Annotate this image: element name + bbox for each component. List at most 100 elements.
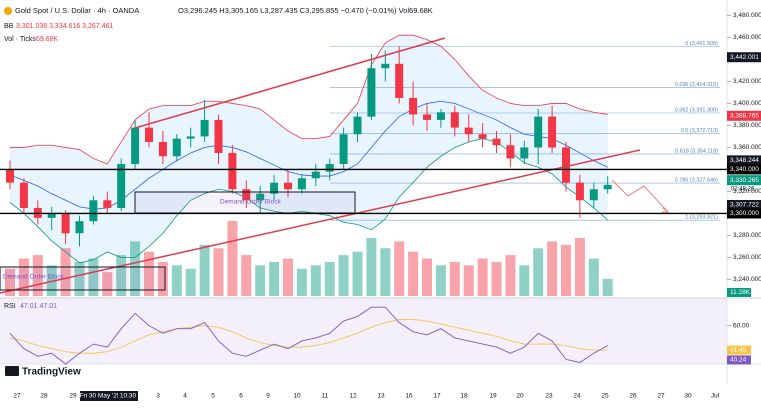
time-label: 19	[489, 393, 497, 400]
y-tick-label: 3,260.000	[733, 254, 761, 261]
volume-bar	[366, 238, 377, 296]
rsi-ma	[9, 319, 608, 354]
volume-bar	[269, 261, 280, 296]
price-tag	[727, 208, 761, 219]
price-marks	[6, 34, 612, 264]
candle-body	[506, 145, 515, 159]
candle-body	[381, 63, 390, 69]
price-tag-label: 3,340.000	[730, 166, 759, 173]
volume-bar	[296, 268, 307, 296]
candle-body	[450, 112, 459, 128]
candle-body	[270, 182, 279, 194]
projection-arrow	[611, 179, 669, 213]
price-tag-label: 3,300.000	[730, 210, 759, 217]
brand: TradingView	[22, 367, 81, 378]
volume-bar	[408, 251, 419, 296]
volume-bar	[435, 265, 446, 296]
volume-bar	[116, 255, 127, 296]
time-label: 27	[13, 393, 21, 400]
volume-bar	[519, 265, 530, 296]
time-label: 17	[433, 393, 441, 400]
volume-bar	[602, 278, 613, 296]
volume-bar	[32, 255, 43, 296]
rsi-line	[9, 306, 608, 365]
countdown: 02:48:26	[731, 187, 755, 193]
volume-bar	[199, 244, 210, 296]
annotation: Demand Order Block	[220, 199, 281, 206]
demand-block	[0, 266, 166, 291]
volume-bar	[338, 255, 349, 296]
candle-body	[603, 184, 612, 190]
candle-body	[339, 134, 348, 164]
candle-body	[19, 182, 28, 208]
volume-bar	[491, 261, 502, 296]
candle-body	[562, 147, 570, 183]
price-tag	[727, 155, 761, 166]
candle-body	[492, 138, 501, 146]
rsi-label: RSI	[4, 303, 16, 310]
candle-body	[464, 127, 473, 135]
symbol[interactable]: Gold Spot / U.S. Dollar · 4h · OANDA	[15, 6, 139, 15]
rsi-tag-label: 40.24	[730, 357, 747, 364]
volume-bar	[533, 248, 544, 296]
fib-label: 1 (3,293.921)	[685, 215, 718, 221]
volume-bar	[60, 248, 71, 296]
fib-label: 0.786 (3,327.646)	[675, 178, 719, 184]
volume-bar	[5, 268, 15, 296]
candle-body	[200, 119, 209, 137]
volume-bar	[422, 258, 432, 296]
candle-body	[575, 182, 584, 201]
symbol-icon	[4, 7, 12, 15]
candle-body	[89, 200, 98, 222]
rsi-tick-label: 60.00	[733, 322, 750, 329]
candle-body	[534, 116, 543, 148]
channel-upper	[134, 37, 446, 129]
vol-value: 69.68K	[36, 36, 59, 43]
brand-logo	[5, 366, 19, 376]
candle-body	[297, 178, 306, 190]
time-label: 24	[573, 393, 581, 400]
volume-bar	[255, 265, 266, 296]
time-highlight	[118, 391, 138, 401]
candle-body	[117, 163, 126, 208]
vol-label: Vol · Ticks	[4, 36, 36, 43]
volume-bar	[588, 258, 599, 296]
volume-bar	[505, 255, 516, 296]
volume-bar	[144, 251, 154, 296]
time-label: Jul	[711, 393, 720, 400]
volume-tag: 11.28K	[730, 289, 751, 296]
volume-bar	[324, 261, 335, 296]
y-tick-label: 3,240.000	[733, 276, 761, 283]
volume-bar	[227, 221, 238, 296]
volume-bar	[352, 251, 363, 296]
candle-body	[131, 127, 140, 164]
y-tick-label: 3,320.000	[733, 188, 761, 195]
time-label: 27	[657, 393, 665, 400]
candle-body	[367, 68, 376, 117]
price-tag	[727, 52, 761, 63]
time-label: 28	[40, 393, 48, 400]
candle-body	[186, 136, 195, 139]
bb-values: 3,301.038 3,334.616 3,267.461	[16, 23, 113, 30]
y-tick-label: 3,420.000	[733, 78, 761, 85]
candle-body	[6, 169, 14, 183]
time-label: 6	[239, 393, 243, 400]
volume-bar	[547, 241, 558, 296]
channel-lower	[0, 149, 641, 294]
fills	[5, 35, 720, 296]
fib-label: 0.5 (3,372.713)	[681, 128, 718, 134]
time-highlight	[80, 391, 120, 401]
candle-body	[103, 200, 112, 208]
candle-body	[284, 182, 292, 190]
time-label: 20	[516, 393, 524, 400]
candle-body	[172, 138, 181, 157]
time-label: 3	[156, 393, 160, 400]
time-label: Fri 30 May '25	[80, 393, 121, 400]
time-label: 30	[684, 393, 692, 400]
time-label: 9	[266, 393, 270, 400]
time-label: 10:30	[120, 393, 137, 400]
fib-label: 0.618 (3,354.118)	[675, 148, 718, 154]
volume-bar	[157, 261, 168, 296]
price-tag	[727, 175, 761, 186]
volume-bar	[171, 265, 182, 296]
